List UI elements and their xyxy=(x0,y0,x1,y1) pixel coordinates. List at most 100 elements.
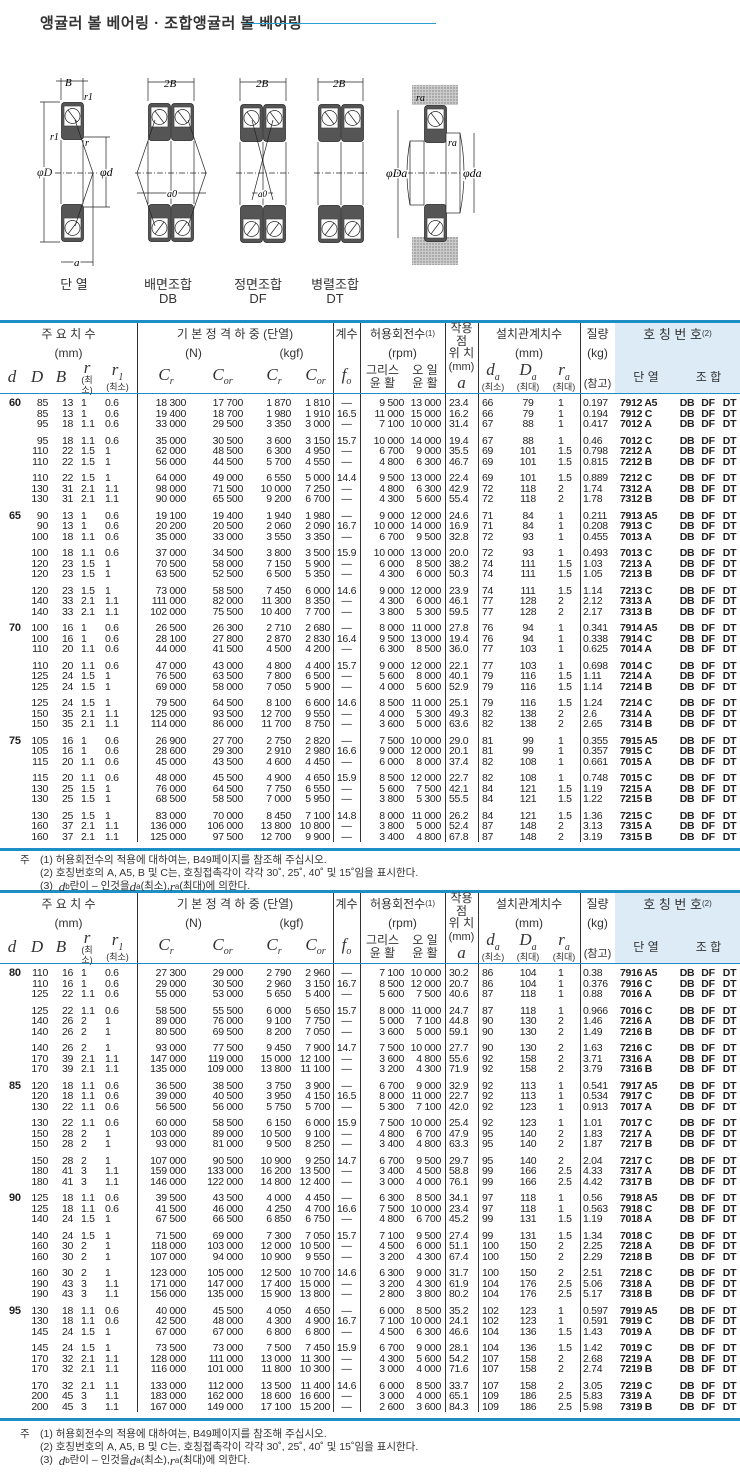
cell-D: 120 xyxy=(31,1079,48,1092)
cell-oil-speed: 6 300 xyxy=(416,482,441,495)
title-rule xyxy=(246,23,436,24)
cell-oil-speed: 6 300 xyxy=(416,1325,441,1338)
cell-da: 84 xyxy=(482,782,494,795)
cell-D: 110 xyxy=(32,977,48,990)
cell-B: 26 xyxy=(62,1015,74,1027)
cell-d xyxy=(0,1289,24,1300)
cell-Da: 94 xyxy=(522,632,534,645)
cell-D: 190 xyxy=(31,1288,48,1300)
cell-a: 71.6 xyxy=(449,1363,469,1375)
table-row: 105 16 1 0.6 28 600 29 300 2 910 2 980 16.6 9 000… xyxy=(0,746,740,757)
cell-ra: 1 xyxy=(558,547,564,559)
sym-Cr: Cr xyxy=(158,935,174,958)
cell-combo-dt: DT xyxy=(722,1165,737,1177)
cell-r1: 0.6 xyxy=(105,755,119,768)
cell-Cr-n: 118 000 xyxy=(150,1240,186,1252)
cell-da: 72 xyxy=(482,530,494,543)
cell-combo-df: DF xyxy=(701,1229,715,1242)
cell-oil-speed: 5 600 xyxy=(416,1352,441,1365)
cell-grease-speed: 7 100 xyxy=(379,418,404,430)
cell-a: 67.8 xyxy=(449,830,469,843)
cell-Cr-n: 89 000 xyxy=(155,1015,187,1027)
cell-grease-speed: 4 800 xyxy=(379,1213,404,1225)
cell-a: 55.6 xyxy=(449,1052,469,1065)
cell-ra: 1 xyxy=(558,1117,564,1129)
cell-da: 82 xyxy=(482,718,494,730)
cell-da: 79 xyxy=(482,680,494,693)
cell-Cor-n: 86 000 xyxy=(212,718,244,730)
cell-Cor-kgf: 5 700 xyxy=(305,1100,330,1113)
cell-r1: 1.1 xyxy=(105,830,119,843)
cell-combo-df: DF xyxy=(701,445,715,457)
cell-grease-speed: 6 700 xyxy=(379,1079,404,1092)
cell-ra: 1.5 xyxy=(558,697,572,709)
cell-r: 1.1 xyxy=(81,1090,95,1102)
cell-da: 99 xyxy=(482,1175,494,1188)
cell-da: 84 xyxy=(482,793,494,805)
table-row: 180 41 3 1.1 146 000 122 000 14 800 12 400—3 00… xyxy=(0,1175,740,1188)
cell-Cr-kgf: 7 750 xyxy=(266,782,291,795)
cell-Cr-n: 146 000 xyxy=(150,1175,186,1188)
table-row: 145 24 1.5 1 67 000 67 000 6 800 6 800—4 500 6 3… xyxy=(0,1325,740,1338)
cell-combo-dt: DT xyxy=(722,530,737,543)
cell-Cr-kgf: 9 500 xyxy=(266,1138,291,1150)
cell-combo-db: DB xyxy=(679,734,695,747)
cell-combo-df: DF xyxy=(701,820,715,832)
cell-r1: 1.1 xyxy=(105,1352,119,1365)
cell-da: 109 xyxy=(482,1390,499,1402)
code-db: DB xyxy=(158,291,178,306)
cell-oil-speed: 6 000 xyxy=(416,1240,441,1252)
cell-Cor-kgf: 8 750 xyxy=(305,718,330,730)
cell-Cr-n: 76 000 xyxy=(155,782,187,795)
cell-da: 81 xyxy=(482,745,494,757)
cell-r: 1.1 xyxy=(81,547,95,559)
cell-grease-speed: 4 800 xyxy=(379,455,404,468)
cell-a: 31.7 xyxy=(449,1267,469,1279)
cell-a: 76.1 xyxy=(449,1175,469,1188)
table-row: 130 25 1.5 1 76 000 64 500 7 750 6 550—5 600 7 5… xyxy=(0,782,740,795)
cell-Cor-kgf: 5 400 xyxy=(305,988,330,1000)
cell-grease-speed: 8 500 xyxy=(379,977,404,990)
cell-fo: — xyxy=(341,1250,352,1263)
cell-combo-db: DB xyxy=(679,1379,695,1392)
cell-Da: 116 xyxy=(520,670,536,682)
cell-r1: 1 xyxy=(105,1325,111,1338)
cell-Cr-n: 36 500 xyxy=(155,1079,187,1092)
cell-Cor-n: 63 500 xyxy=(212,670,244,682)
sym-r-min: (최소) xyxy=(81,375,93,395)
cell-fo: 15.7 xyxy=(336,434,357,447)
cell-Cor-kgf: 4 650 xyxy=(305,772,330,784)
cell-grease-speed: 2 600 xyxy=(379,1400,404,1413)
header-designation: 호 칭 번 호 (2) xyxy=(615,323,740,346)
cell-Cor-kgf: 5 000 xyxy=(305,472,330,484)
cell-B: 13 xyxy=(62,509,74,522)
cell-d: 95 xyxy=(9,1304,21,1317)
cell-Cor-n: 65 500 xyxy=(212,493,244,505)
cell-grease-speed: 7 500 xyxy=(379,1117,404,1129)
cell-r1: 1 xyxy=(105,697,111,709)
cell-r1: 0.6 xyxy=(105,434,119,447)
cell-fo: — xyxy=(341,557,352,570)
label-ra-top: ra xyxy=(416,93,425,104)
cell-combo-dt: DT xyxy=(722,1240,737,1252)
table-row: 140 24 1.5 1 67 500 66 500 6 850 6 750—4 800 6 7… xyxy=(0,1214,740,1225)
cell-r: 1 xyxy=(81,509,87,522)
cell-combo-db: DB xyxy=(679,547,695,559)
cell-fo: — xyxy=(341,782,352,795)
cell-d xyxy=(0,1006,24,1017)
header-main-dims: 주 요 치 수 xyxy=(41,327,96,342)
sym-a: (mm) a xyxy=(448,361,475,392)
cell-a: 44.8 xyxy=(449,1015,469,1027)
cell-ra: 2.5 xyxy=(558,1175,572,1188)
cell-Cr-kgf: 1 940 xyxy=(266,509,291,522)
cell-combo-df: DF xyxy=(701,1015,715,1027)
cell-Cor-n: 44 500 xyxy=(212,455,244,468)
cell-D: 125 xyxy=(31,1202,48,1215)
cell-combo-df: DF xyxy=(701,455,715,468)
cell-grease-speed: 7 500 xyxy=(379,734,404,747)
cell-combo-df: DF xyxy=(701,1379,715,1392)
table-row: 140 33 2.1 1.1 111 000 82 000 11 300 8 350—4 30… xyxy=(0,596,740,607)
cell-D: 160 xyxy=(31,820,48,832)
cell-designation: 7912 A5 xyxy=(620,397,658,409)
cell-combo-dt: DT xyxy=(722,707,737,720)
